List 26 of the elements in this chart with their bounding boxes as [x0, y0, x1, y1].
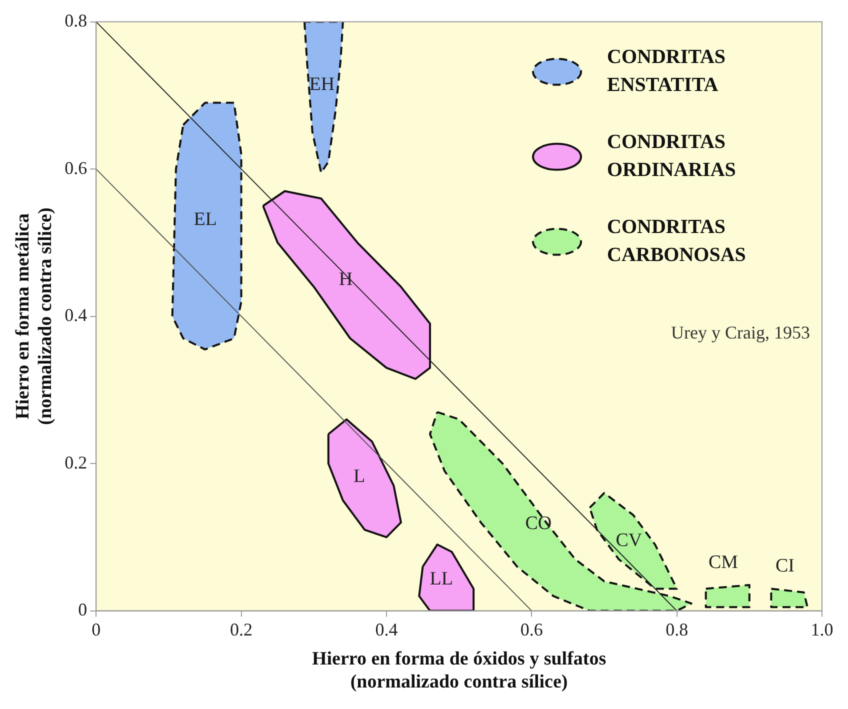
x-tick-label: 0: [92, 619, 101, 640]
legend-label: CONDRITAS ORDINARIAS: [607, 130, 736, 181]
x-tick-label: 0.4: [375, 619, 398, 640]
y-axis-title: Hierro en forma metálica (normalizado contra sílice): [12, 208, 56, 426]
annotation: EL: [194, 209, 217, 230]
x-axis-title: Hierro en forma de óxidos y sulfatos (normalizado contra sílice): [312, 648, 606, 693]
x-tick-label: 1.0: [810, 619, 834, 640]
annotation: CI: [775, 556, 794, 577]
legend-label: CONDRITAS CARBONOSAS: [607, 216, 746, 266]
legend-label: CONDRITAS ENSTATITA: [607, 46, 726, 96]
y-tick-label: 0.2: [64, 452, 88, 472]
annotation: CO: [525, 512, 552, 534]
y-tick-label: 0.6: [64, 158, 88, 178]
annotation: CV: [616, 530, 642, 551]
annotation: Urey y Craig, 1953: [671, 322, 810, 343]
annotation: EH: [309, 74, 335, 96]
y-tick-label: 0: [78, 600, 88, 620]
annotation: CM: [708, 552, 738, 574]
x-tick-label: 0.8: [666, 619, 688, 640]
annotation: H: [338, 268, 353, 290]
x-tick-label: 0.6: [520, 619, 543, 640]
annotation: LL: [430, 568, 453, 590]
y-tick-label: 0.4: [64, 305, 88, 326]
x-tick-label: 0.2: [230, 619, 253, 640]
annotation: L: [353, 466, 366, 487]
y-tick-label: 0.8: [64, 10, 88, 31]
